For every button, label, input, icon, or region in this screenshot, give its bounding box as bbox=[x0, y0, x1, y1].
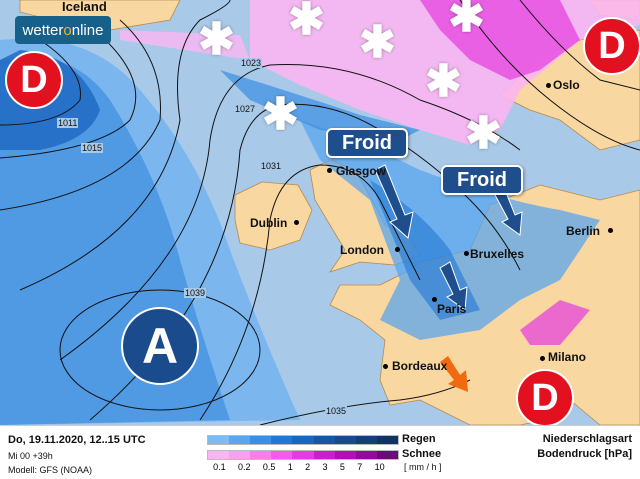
scale-tick: 10 bbox=[374, 462, 385, 472]
label-milano: Milano bbox=[548, 350, 586, 364]
rain-label: Regen bbox=[402, 433, 436, 445]
low-pressure-symbol: D bbox=[583, 17, 640, 75]
snow-scale-swatch bbox=[334, 451, 356, 459]
wetteronline-logo[interactable]: wetter o nline bbox=[15, 16, 111, 44]
label-paris: Paris bbox=[437, 302, 467, 316]
unit-label: [ mm / h ] bbox=[404, 462, 442, 472]
scale-tick: 2 bbox=[305, 462, 311, 472]
logo-o: o bbox=[63, 21, 72, 39]
rain-scale-swatch bbox=[250, 436, 272, 444]
snowflake-icon: ✱ bbox=[198, 15, 235, 64]
label-glasgow: Glasgow bbox=[336, 164, 387, 178]
weather-map: wetter o nline Iceland Glasgow Dublin Lond… bbox=[0, 0, 640, 425]
map-layers bbox=[0, 0, 640, 425]
snow-scale-swatch bbox=[208, 451, 230, 459]
snow-scale-swatch bbox=[355, 451, 377, 459]
froid-label: Froid bbox=[441, 165, 523, 195]
snow-scale-swatch bbox=[376, 451, 398, 459]
city-dot-berlin bbox=[608, 228, 613, 233]
snowflake-icon: ✱ bbox=[288, 0, 325, 44]
city-dot-oslo bbox=[546, 83, 551, 88]
label-oslo: Oslo bbox=[553, 78, 580, 92]
scale-ticks: 0.1 0.2 0.5 1 2 3 5 7 10 bbox=[207, 462, 391, 473]
snow-scale-swatch bbox=[250, 451, 272, 459]
snow-label: Schnee bbox=[402, 448, 442, 460]
snowflake-icon: ✱ bbox=[465, 109, 502, 158]
high-pressure-symbol: A bbox=[121, 307, 199, 385]
rain-scale-swatch bbox=[271, 436, 293, 444]
rain-scale-swatch bbox=[292, 436, 314, 444]
scale-tick: 7 bbox=[357, 462, 363, 472]
city-dot-london bbox=[395, 247, 400, 252]
legend-title-type: Niederschlagsart bbox=[542, 433, 632, 445]
snowflake-icon: ✱ bbox=[425, 57, 462, 106]
logo-text: wetter bbox=[22, 21, 64, 39]
label-iceland: Iceland bbox=[62, 0, 107, 14]
city-dot-dublin bbox=[294, 220, 299, 225]
legend: Do, 19.11.2020, 12..15 UTC Mi 00 +39h Mo… bbox=[0, 425, 640, 479]
model-name: Modell: GFS (NOAA) bbox=[8, 465, 93, 475]
scale-tick: 1 bbox=[287, 462, 293, 472]
snow-scale-swatch bbox=[229, 451, 251, 459]
isobar-label-1011: 1011 bbox=[57, 118, 79, 128]
label-bruxelles: Bruxelles bbox=[470, 247, 525, 261]
city-dot-milano bbox=[540, 356, 545, 361]
legend-title-pressure: Bodendruck [hPa] bbox=[537, 448, 632, 460]
scale-tick: 0.1 bbox=[213, 462, 226, 472]
rain-scale-swatch bbox=[334, 436, 356, 444]
isobar-label-1023: 1023 bbox=[240, 58, 263, 68]
city-dot-paris bbox=[432, 297, 437, 302]
scale-tick: 0.5 bbox=[262, 462, 276, 472]
rain-scale bbox=[207, 435, 399, 445]
rain-scale-swatch bbox=[313, 436, 335, 444]
snowflake-icon: ✱ bbox=[262, 90, 299, 139]
snow-scale-swatch bbox=[292, 451, 314, 459]
logo-text-end: nline bbox=[71, 21, 104, 39]
snow-scale-swatch bbox=[271, 451, 293, 459]
label-berlin: Berlin bbox=[566, 224, 601, 238]
label-dublin: Dublin bbox=[250, 216, 288, 230]
rain-scale-swatch bbox=[229, 436, 251, 444]
rain-scale-swatch bbox=[208, 436, 230, 444]
label-bordeaux: Bordeaux bbox=[392, 359, 448, 373]
isobar-label-1035: 1035 bbox=[325, 406, 348, 416]
scale-tick: 3 bbox=[322, 462, 328, 472]
snow-scale-swatch bbox=[313, 451, 335, 459]
low-pressure-symbol: D bbox=[5, 51, 63, 109]
label-london: London bbox=[340, 243, 384, 257]
city-dot-bordeaux bbox=[383, 364, 388, 369]
isobar-label-1039: 1039 bbox=[184, 288, 207, 298]
scale-tick: 0.2 bbox=[238, 462, 251, 472]
warm-arrow-icon bbox=[440, 356, 468, 392]
city-dot-bruxelles bbox=[464, 251, 469, 256]
snow-scale bbox=[207, 450, 399, 460]
snow-area bbox=[120, 0, 640, 345]
isobar-label-1031: 1031 bbox=[260, 161, 283, 171]
low-pressure-symbol: D bbox=[516, 369, 574, 425]
isobar-label-1015: 1015 bbox=[81, 143, 104, 153]
snowflake-icon: ✱ bbox=[448, 0, 485, 41]
scale-tick: 5 bbox=[339, 462, 345, 472]
rain-scale-swatch bbox=[355, 436, 377, 444]
rain-scale-swatch bbox=[376, 436, 398, 444]
model-run: Mi 00 +39h bbox=[8, 451, 53, 461]
froid-label: Froid bbox=[326, 128, 408, 158]
snowflake-icon: ✱ bbox=[359, 18, 396, 67]
city-dot-glasgow bbox=[327, 168, 332, 173]
isobar-label-1027: 1027 bbox=[234, 104, 257, 114]
forecast-date: Do, 19.11.2020, 12..15 UTC bbox=[8, 434, 146, 446]
